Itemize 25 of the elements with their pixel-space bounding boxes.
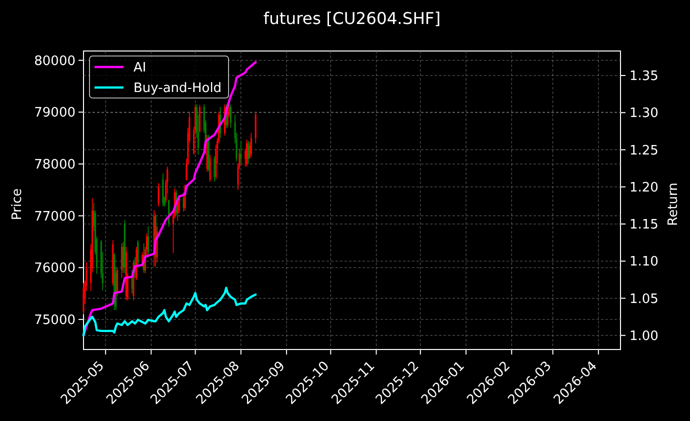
chart-title: futures [CU2604.SHF] [263,9,441,28]
y2-axis-title: Return [666,182,681,226]
y2-tick-label: 1.30 [630,106,658,122]
y-tick-label: 75000 [34,312,76,328]
y-tick-label: 79000 [34,106,76,121]
y-tick-label: 77000 [34,209,76,224]
y-tick-label: 78000 [34,158,76,173]
y2-tick-label: 1.20 [630,180,658,196]
line-series [82,61,257,336]
y2-tick-label: 1.15 [630,218,658,233]
y2-tick-label: 1.25 [630,143,658,158]
legend-label: AI [134,60,146,76]
y2-tick-label: 1.00 [630,328,658,344]
y2-tick-label: 1.10 [630,254,658,270]
line-series [82,286,257,336]
candlestick [182,192,184,212]
candlestick [254,111,256,144]
y-axis-title: Price [10,188,25,220]
candlestick [158,182,160,207]
y2-tick-label: 1.35 [630,69,658,84]
legend-label: Buy-and-Hold [134,81,222,96]
candlestick [240,140,242,164]
y-tick-label: 76000 [34,261,76,276]
y2-tick-label: 1.05 [630,292,658,307]
y-tick-label: 80000 [34,54,76,69]
